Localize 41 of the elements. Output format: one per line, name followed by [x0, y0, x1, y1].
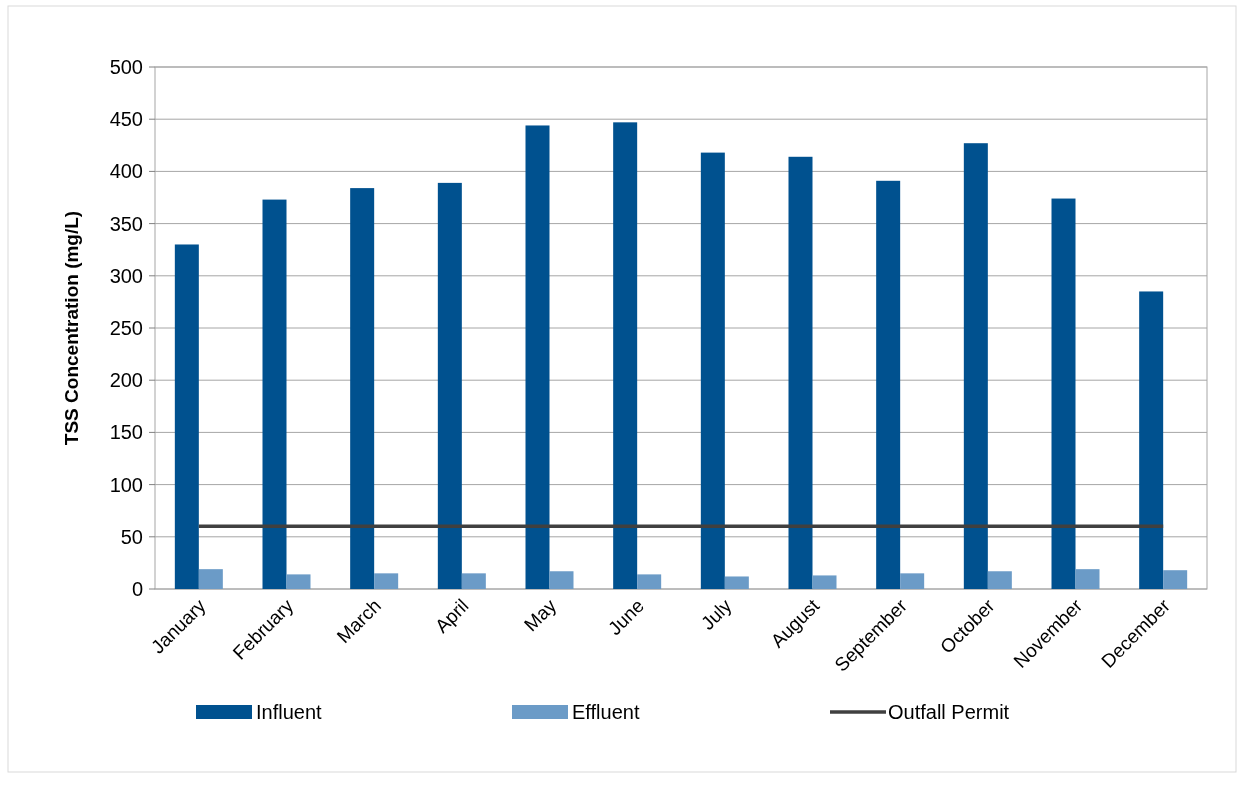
legend-label: Effluent [572, 701, 640, 723]
bar [900, 573, 925, 589]
x-tick-label: July [696, 594, 737, 634]
bar [174, 244, 199, 589]
y-tick-label: 350 [109, 212, 143, 235]
legend-label: Influent [256, 701, 323, 723]
bar [637, 574, 662, 589]
y-tick-label: 100 [109, 473, 143, 496]
y-tick-label: 400 [109, 160, 143, 183]
bar [1139, 291, 1164, 589]
bar [613, 122, 638, 589]
y-tick-label: 450 [109, 108, 143, 131]
y-tick-label: 250 [109, 317, 143, 339]
bar [700, 152, 725, 589]
bar [876, 180, 901, 589]
y-tick-label: 500 [109, 56, 143, 78]
bar [1163, 570, 1188, 589]
bar [525, 125, 550, 589]
bar [963, 143, 988, 589]
y-tick-label: 0 [131, 578, 143, 600]
bar [461, 573, 486, 589]
bar [286, 574, 311, 589]
bar [437, 182, 462, 589]
bar [788, 156, 813, 589]
bar [812, 575, 837, 589]
x-tick-label: May [520, 594, 561, 636]
bar [350, 188, 375, 589]
y-tick-label: 150 [109, 421, 143, 444]
legend-label: Outfall Permit [888, 701, 1010, 723]
bar [987, 571, 1012, 589]
y-tick-label: 50 [120, 525, 143, 548]
bar [1075, 569, 1100, 589]
y-tick-label: 200 [109, 369, 143, 392]
bar [262, 199, 287, 589]
bar [1051, 198, 1076, 589]
bar [198, 569, 223, 589]
bar [549, 571, 574, 589]
y-axis-title: TSS Concentration (mg/L) [61, 210, 82, 446]
bar [724, 576, 749, 589]
y-tick-label: 300 [109, 264, 143, 287]
bar [374, 573, 399, 589]
